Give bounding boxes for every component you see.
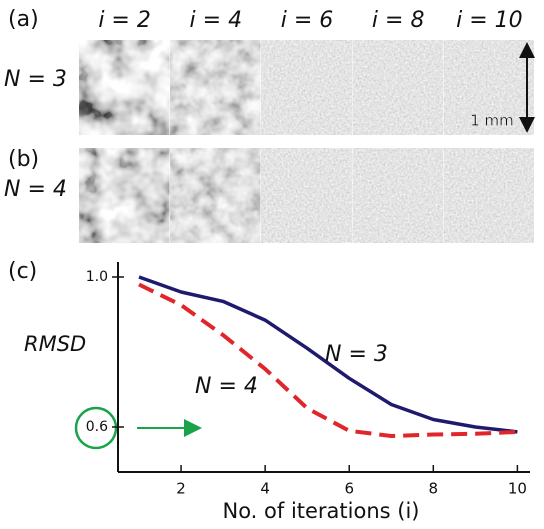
panel-label: (a) [8, 7, 39, 32]
image-tile [261, 40, 351, 135]
x-axis-label: No. of iterations (i) [222, 499, 419, 523]
column-header: i = 4 [190, 8, 243, 33]
image-tile [170, 40, 260, 135]
panel-label: (c) [8, 259, 37, 284]
scale-label: 1 mm [470, 112, 514, 130]
figure: 2 4 6 8 10 1.0 0.6 RMSD No. of iterations (i) N =… [0, 0, 544, 529]
chart: 2 4 6 8 10 1.0 0.6 RMSD No. of iterations (i) N =… [24, 262, 530, 523]
x-tick-label: 6 [344, 480, 354, 498]
column-header: i = 6 [281, 8, 334, 33]
y-axis-label: RMSD [24, 332, 86, 356]
x-tick-label: 4 [260, 480, 270, 498]
row-label: N = 4 [4, 177, 67, 202]
series-label: N = 4 [195, 374, 258, 399]
image-tile [79, 148, 169, 243]
x-tick-label: 2 [176, 480, 186, 498]
image-tile [170, 148, 260, 243]
image-tile [444, 148, 534, 243]
panel-label: (b) [8, 147, 39, 172]
y-tick-label: 0.6 [86, 419, 108, 435]
image-tile [261, 148, 351, 243]
column-header: i = 10 [456, 8, 523, 33]
column-header: i = 8 [372, 8, 425, 33]
row-label: N = 3 [4, 67, 67, 92]
image-tile [353, 40, 443, 135]
column-header: i = 2 [98, 8, 151, 33]
y-tick-label: 1.0 [86, 269, 108, 285]
image-tile [353, 148, 443, 243]
x-tick-label: 10 [508, 480, 527, 498]
series-label: N = 3 [325, 342, 388, 367]
x-tick-label: 8 [429, 480, 439, 498]
image-grid [79, 40, 534, 243]
image-tile [79, 40, 169, 135]
